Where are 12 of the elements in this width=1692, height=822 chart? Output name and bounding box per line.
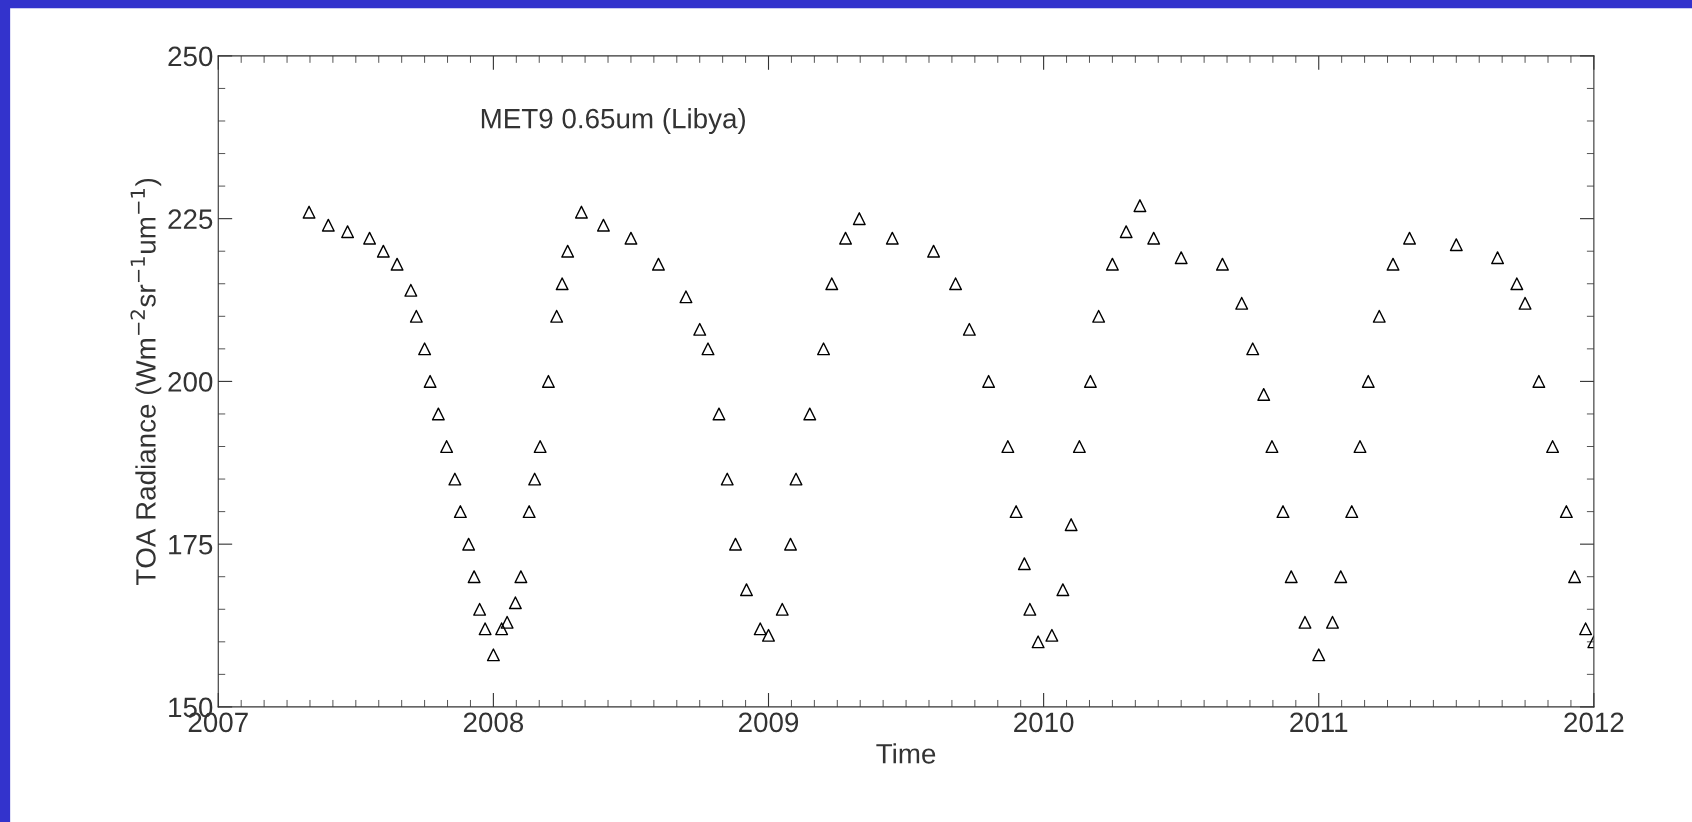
- x-tick-label: 2012: [1564, 712, 1624, 733]
- y-tick-label: 200: [168, 372, 213, 392]
- y-tick-label: 225: [168, 209, 213, 229]
- annotation: MET9 0.65um (Libya): [481, 108, 745, 134]
- y-axis-title: TOA Radiance (Wm$^{−2}$sr$^{−1}$um$^{−1}$): [130, 178, 162, 586]
- x-tick-label: 2008: [463, 712, 524, 733]
- x-tick-label: 2010: [1014, 712, 1074, 733]
- x-axis-title: Time: [876, 743, 936, 764]
- y-tick-label: 250: [168, 46, 213, 67]
- x-tick-label: 2011: [1290, 712, 1348, 733]
- y-tick-label: 175: [169, 535, 213, 555]
- x-tick-label: 2009: [739, 712, 799, 733]
